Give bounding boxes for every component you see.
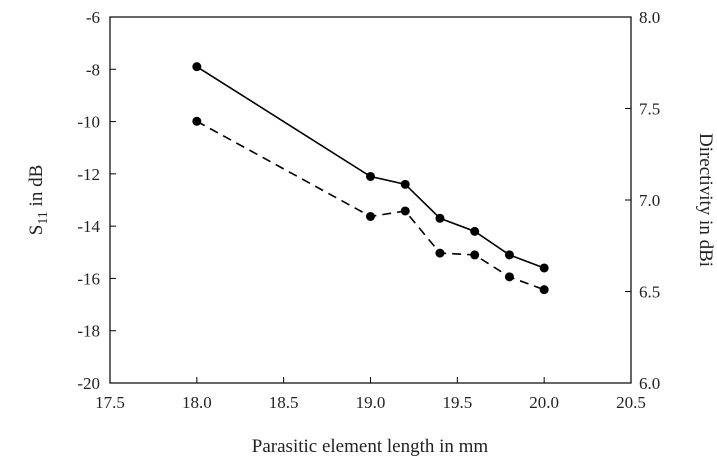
x-axis-title: Parasitic element length in mm bbox=[252, 436, 489, 457]
directivity-series-line bbox=[196, 120, 545, 291]
s11-data-point bbox=[400, 179, 410, 189]
y-left-tick-label: -14 bbox=[77, 217, 100, 236]
y-left-axis-title: S11 in dB bbox=[26, 165, 51, 236]
x-tick-label: 19.5 bbox=[442, 393, 472, 412]
y-left-tick-label: -20 bbox=[77, 374, 100, 393]
s11-data-point bbox=[192, 62, 202, 72]
directivity-data-point bbox=[400, 206, 410, 216]
y-left-tick-label: -10 bbox=[77, 113, 100, 132]
y-left-tick-label: -6 bbox=[86, 8, 100, 27]
y-left-tick-label: -12 bbox=[77, 165, 100, 184]
y-left-tick-label: -8 bbox=[86, 60, 100, 79]
directivity-data-point bbox=[435, 248, 445, 258]
y-right-tick-label: 6.5 bbox=[639, 283, 660, 302]
x-tick-label: 18.0 bbox=[182, 393, 212, 412]
right-axis-ticks: 8.0 7.5 7.0 6.5 6.0 bbox=[625, 8, 660, 393]
series-layer bbox=[192, 62, 549, 295]
y-right-tick-label: 7.5 bbox=[639, 100, 660, 119]
y-left-axis-title-main: S bbox=[26, 225, 47, 236]
y-left-tick-label: -16 bbox=[77, 269, 100, 288]
y-left-axis-title-sub: 11 bbox=[36, 211, 51, 224]
x-tick-label: 17.5 bbox=[95, 393, 125, 412]
directivity-data-point bbox=[504, 272, 514, 282]
directivity-data-point bbox=[192, 116, 202, 126]
y-right-tick-label: 8.0 bbox=[639, 8, 660, 27]
bottom-axis-ticks: 17.5 18.0 18.5 19.0 19.5 20.0 20.5 bbox=[95, 377, 646, 412]
s11-data-point bbox=[470, 226, 480, 236]
y-left-axis-title-rest: in dB bbox=[26, 165, 47, 211]
left-axis-ticks: -6 -8 -10 -12 -14 -16 -18 -20 bbox=[77, 8, 116, 393]
directivity-data-point bbox=[539, 285, 549, 295]
s11-data-point bbox=[366, 171, 375, 181]
directivity-data-point bbox=[366, 211, 375, 221]
y-left-tick-label: -18 bbox=[77, 322, 100, 341]
x-tick-label: 20.0 bbox=[529, 393, 559, 412]
plot-frame bbox=[109, 16, 632, 384]
y-right-tick-label: 7.0 bbox=[639, 191, 660, 210]
s11-data-point bbox=[435, 213, 445, 223]
x-tick-label: 20.5 bbox=[616, 393, 646, 412]
directivity-data-point bbox=[470, 250, 480, 260]
x-tick-label: 19.0 bbox=[356, 393, 386, 412]
x-tick-label: 18.5 bbox=[269, 393, 299, 412]
s11-data-point bbox=[504, 250, 514, 260]
y-right-axis-title: Directivity in dBi bbox=[695, 133, 716, 267]
y-right-tick-label: 6.0 bbox=[639, 374, 660, 393]
s11-data-point bbox=[539, 263, 549, 273]
s11-series-line bbox=[196, 66, 545, 269]
